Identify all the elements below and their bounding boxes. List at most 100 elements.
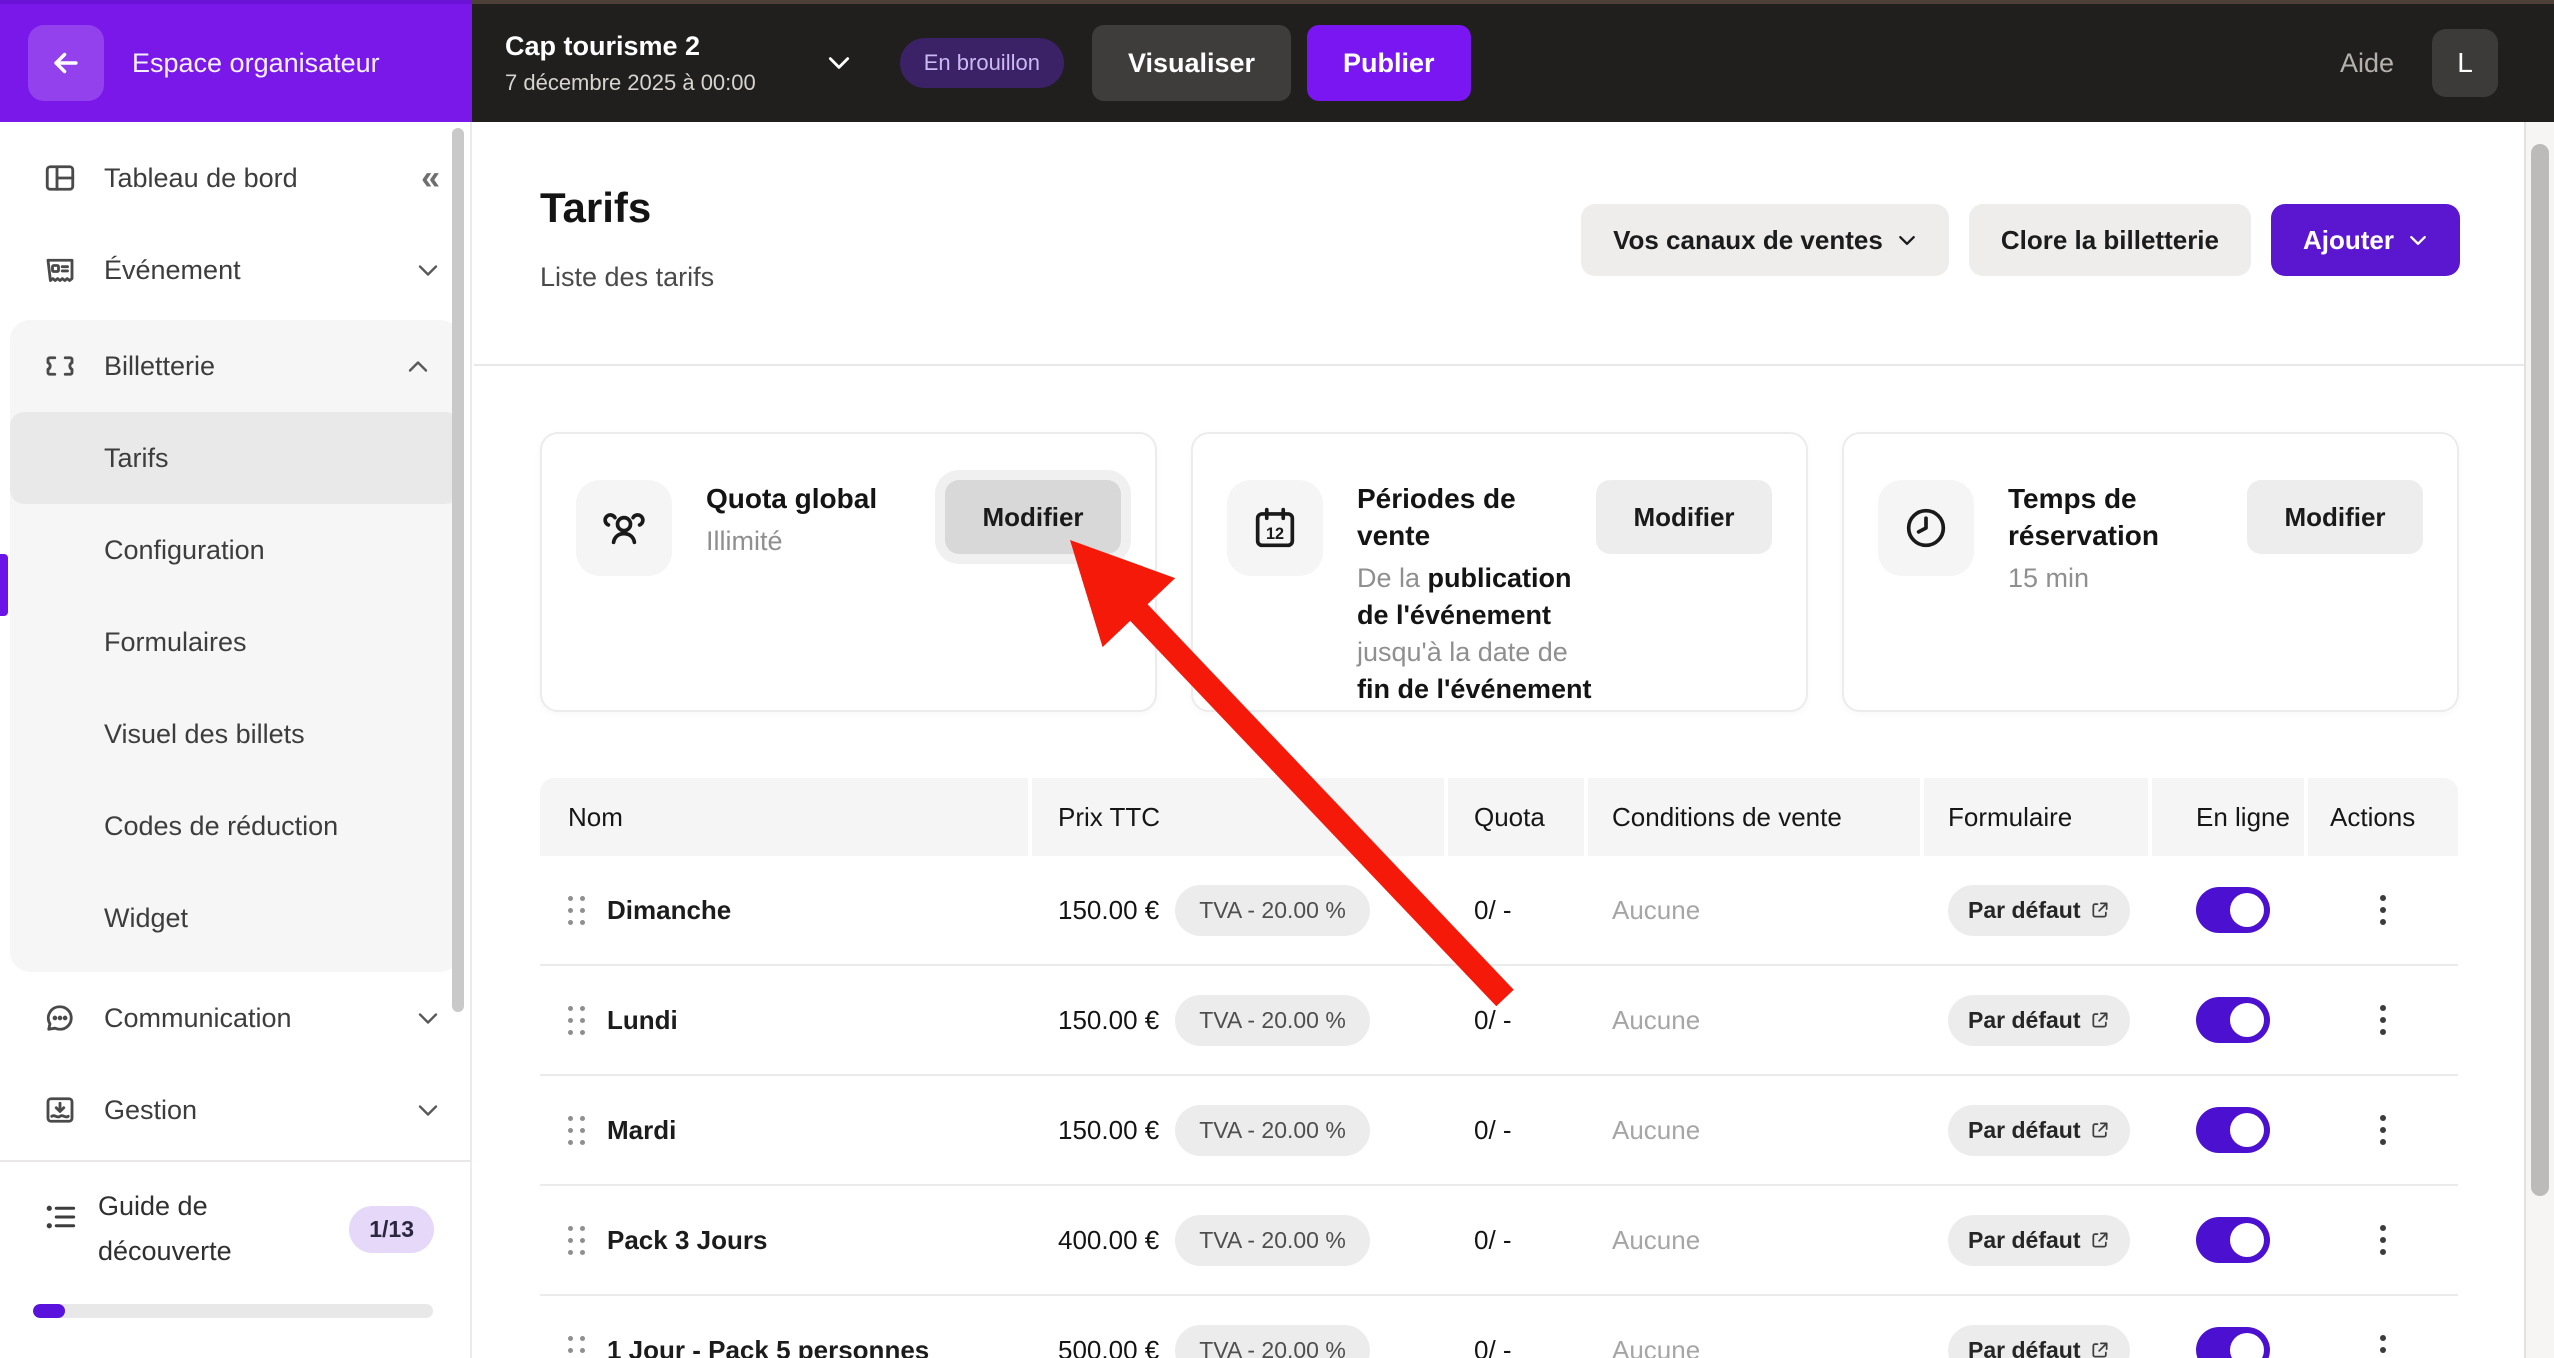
- tariff-price: 150.00 €: [1058, 1004, 1160, 1035]
- cell-name: Dimanche: [540, 856, 1032, 964]
- cell-conditions: Aucune: [1588, 1186, 1924, 1294]
- card-subtitle-line: jusqu'à la date de: [1357, 637, 1568, 667]
- cell-name: Lundi: [540, 966, 1032, 1074]
- sidebar-item-label: Tableau de bord: [104, 162, 298, 193]
- topbar-right: Aide L: [2340, 29, 2554, 97]
- card-text: Périodes de vente De la publication de l'…: [1357, 480, 1596, 708]
- collapse-sidebar-icon[interactable]: «: [421, 158, 440, 197]
- people-group-icon: [576, 480, 672, 576]
- visualize-button[interactable]: Visualiser: [1091, 25, 1292, 101]
- form-badge-label: Par défaut: [1968, 1006, 2081, 1033]
- card-title: Quota global: [706, 483, 878, 514]
- page-scrollbar-thumb[interactable]: [2531, 144, 2549, 1196]
- row-actions-menu-icon[interactable]: [2374, 1219, 2392, 1261]
- cell-actions: [2308, 856, 2458, 964]
- sidebar-subitem-configuration[interactable]: Configuration: [104, 534, 265, 565]
- card-text: Temps de réservation 15 min: [2008, 480, 2247, 597]
- drag-handle[interactable]: [568, 1115, 585, 1145]
- cell-online: [2152, 1186, 2308, 1294]
- publish-button[interactable]: Publier: [1307, 25, 1471, 101]
- drag-handle[interactable]: [568, 1005, 585, 1035]
- sidebar-item-gestion[interactable]: Gestion: [0, 1064, 470, 1156]
- tariff-quota: 0/ -: [1474, 1004, 1512, 1035]
- add-button-label: Ajouter: [2303, 224, 2394, 255]
- sidebar-subitem-codes-de-r-duction[interactable]: Codes de réduction: [104, 810, 339, 841]
- online-toggle[interactable]: [2196, 1107, 2270, 1153]
- sale-conditions: Aucune: [1612, 1224, 1701, 1255]
- add-button[interactable]: Ajouter: [2271, 204, 2460, 276]
- sale-conditions: Aucune: [1612, 894, 1701, 925]
- row-actions-menu-icon[interactable]: [2374, 889, 2392, 931]
- form-badge[interactable]: Par défaut: [1948, 884, 2131, 936]
- event-switcher[interactable]: Cap tourisme 2 7 décembre 2025 à 00:00: [505, 31, 756, 96]
- cell-name: Mardi: [540, 1076, 1032, 1184]
- drag-handle[interactable]: [568, 895, 585, 925]
- online-toggle[interactable]: [2196, 1217, 2270, 1263]
- chevron-down-icon: [416, 1103, 440, 1118]
- sidebar-item-label: Communication: [104, 1002, 292, 1033]
- app-title: Espace organisateur: [132, 47, 380, 78]
- cell-price: 400.00 € TVA - 20.00 %: [1032, 1186, 1448, 1294]
- sidebar-scrollbar-thumb[interactable]: [452, 128, 464, 1012]
- tariff-name: Lundi: [607, 1004, 678, 1035]
- row-actions-menu-icon[interactable]: [2374, 999, 2392, 1041]
- form-badge[interactable]: Par défaut: [1948, 994, 2131, 1046]
- chevron-up-icon: [406, 359, 430, 374]
- discovery-guide[interactable]: Guide de découverte 1/13: [36, 1184, 434, 1274]
- tariff-name: 1 Jour - Pack 5 personnes: [607, 1334, 930, 1358]
- chevron-down-icon: [828, 57, 849, 69]
- modify-quota-button[interactable]: Modifier: [945, 480, 1121, 554]
- sidebar-item-dashboard[interactable]: Tableau de bord «: [0, 132, 470, 224]
- vat-badge: TVA - 20.00 %: [1175, 884, 1370, 936]
- row-actions-menu-icon[interactable]: [2374, 1109, 2392, 1151]
- sidebar-item-billetterie[interactable]: Billetterie: [10, 320, 460, 412]
- online-toggle[interactable]: [2196, 997, 2270, 1043]
- user-avatar[interactable]: L: [2432, 29, 2498, 97]
- card-subtitle: De la publication de l'événement jusqu'à l…: [1357, 560, 1596, 708]
- vat-badge: TVA - 20.00 %: [1175, 994, 1370, 1046]
- online-toggle[interactable]: [2196, 887, 2270, 933]
- tariff-price: 150.00 €: [1058, 894, 1160, 925]
- external-link-icon: [2092, 1342, 2109, 1358]
- sidebar-item-communication[interactable]: Communication: [0, 972, 470, 1064]
- page-title: Tarifs: [540, 184, 652, 231]
- close-ticketing-button[interactable]: Clore la billetterie: [1968, 204, 2251, 276]
- modify-reservation-button[interactable]: Modifier: [2247, 480, 2423, 554]
- chat-bubble-icon: [40, 998, 80, 1038]
- drag-handle[interactable]: [568, 1335, 585, 1358]
- online-toggle[interactable]: [2196, 1327, 2270, 1358]
- sidebar-subitem-visuel-des-billets[interactable]: Visuel des billets: [104, 718, 305, 749]
- table-row: 1 Jour - Pack 5 personnes 500.00 € TVA - 2…: [540, 1296, 2458, 1358]
- form-badge-label: Par défaut: [1968, 1336, 2081, 1358]
- settings-cards: Quota global Illimité Modifier 12 Périod…: [540, 432, 2459, 712]
- sales-channels-button[interactable]: Vos canaux de ventes: [1581, 204, 1949, 276]
- back-button[interactable]: [28, 25, 104, 101]
- row-actions-menu-icon[interactable]: [2374, 1329, 2392, 1358]
- tariff-name: Pack 3 Jours: [607, 1224, 768, 1255]
- form-badge[interactable]: Par défaut: [1948, 1104, 2131, 1156]
- sidebar-item-evenement[interactable]: Événement: [0, 224, 470, 316]
- event-card-icon: [40, 250, 80, 290]
- cell-quota: 0/ -: [1448, 856, 1588, 964]
- top-bar: Espace organisateur Cap tourisme 2 7 déc…: [0, 0, 2554, 122]
- sidebar-subitem-formulaires[interactable]: Formulaires: [104, 626, 247, 657]
- chevron-down-icon: [1898, 235, 1915, 245]
- cell-price: 150.00 € TVA - 20.00 %: [1032, 1076, 1448, 1184]
- page-scrollbar-track: [2524, 122, 2554, 1358]
- modify-periods-button[interactable]: Modifier: [1596, 480, 1772, 554]
- tariff-name: Dimanche: [607, 894, 732, 925]
- help-link[interactable]: Aide: [2339, 47, 2394, 78]
- card-subtitle-line: de l'événement: [1357, 600, 1551, 630]
- sidebar-subitem-widget[interactable]: Widget: [104, 902, 189, 933]
- main-content: Tarifs Liste des tarifs Vos canaux de ve…: [474, 122, 2554, 1358]
- guide-progress-bar: [33, 1304, 433, 1318]
- cell-quota: 0/ -: [1448, 1076, 1588, 1184]
- form-badge[interactable]: Par défaut: [1948, 1324, 2131, 1358]
- chevron-down-icon: [416, 1011, 440, 1026]
- cell-actions: [2308, 1296, 2458, 1358]
- event-switcher-chevron[interactable]: [826, 55, 852, 71]
- sidebar-item-label: Événement: [104, 254, 241, 285]
- sidebar-subitem-tarifs[interactable]: Tarifs: [10, 412, 460, 504]
- drag-handle[interactable]: [568, 1225, 585, 1255]
- form-badge[interactable]: Par défaut: [1948, 1214, 2131, 1266]
